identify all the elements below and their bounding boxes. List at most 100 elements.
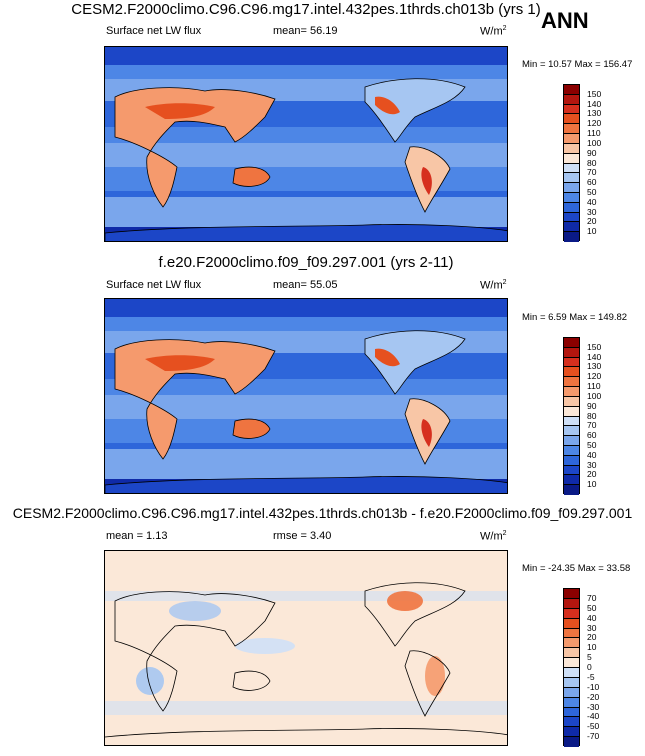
panel-3-colorbar-box [564, 628, 579, 639]
panel-1-colorbar-tick: 90 [587, 147, 597, 158]
panel-3-colorbar-tick: 5 [587, 652, 592, 663]
panel-3-colorbar-box [564, 717, 579, 728]
panel-3-colorbar-tick: -70 [587, 731, 600, 742]
panel-2-colorbar-box [564, 406, 579, 417]
panel-3-mean-label: mean = 1.13 [106, 530, 168, 542]
panel-2-colorbar-tick: 30 [587, 459, 597, 470]
panel-1-colorbar-tick: 70 [587, 167, 597, 178]
panel-2-colorbar-tick: 110 [587, 381, 601, 392]
panel-3-colorbar-tick: 50 [587, 602, 597, 613]
panel-2-colorbar-tick: 140 [587, 351, 602, 362]
panel-3-units: W/m2 [480, 530, 507, 543]
panel-3-colorbar-tick: -5 [587, 671, 595, 682]
panel-3-colorbar-tick: -40 [587, 711, 600, 722]
panel-1-left-label: Surface net LW flux [106, 25, 202, 37]
panel-3-colorbar-box [564, 658, 579, 668]
panel-3-colorbar-box [564, 608, 579, 619]
panel-1-colorbar-box [564, 183, 579, 193]
panel-1-colorbar-box [564, 192, 579, 203]
panel-3-colorbar-box [564, 697, 579, 708]
panel-1-colorbar-box [564, 124, 579, 135]
panel-3-colorbar-box [564, 707, 579, 718]
panel-3-colorbar-box [564, 598, 579, 609]
panel-2-colorbar-box [564, 455, 579, 466]
panel-2-colorbar-box [564, 387, 579, 397]
panel-1-colorbar-tick: 140 [587, 98, 602, 109]
panel-1-colorbar-box [564, 202, 579, 213]
panel-2-colorbar-tick: 10 [587, 479, 597, 490]
panel-1-units: W/m2 [480, 25, 507, 38]
panel-1-map-svg [105, 47, 507, 241]
panel-1-colorbar-tick: 30 [587, 206, 597, 217]
panel-2-colorbar-tick: 100 [587, 390, 602, 401]
panel-2-map [104, 298, 508, 494]
panel-1-colorbar [563, 84, 580, 242]
panel-1-colorbar-tick: 20 [587, 216, 597, 227]
panel-2-colorbar-box [564, 445, 579, 456]
panel-1-colorbar-tick: 150 [587, 88, 602, 99]
panel-1-colorbar-box [564, 222, 579, 233]
panel-3-colorbar [563, 588, 580, 747]
panel-3-colorbar-tick: 20 [587, 632, 597, 643]
panel-2-minmax: Min = 6.59 Max = 149.82 [522, 312, 628, 323]
panel-3-colorbar-box [564, 687, 579, 698]
panel-2-colorbar-box [564, 436, 579, 446]
panel-1-colorbar-box [564, 134, 579, 144]
panel-2-colorbar-box [564, 357, 579, 368]
panel-3-colorbar-box [564, 737, 579, 747]
panel-3-colorbar-tick: 30 [587, 622, 597, 633]
panel-2-colorbar-box [564, 338, 579, 348]
panel-1-colorbar-box [564, 163, 579, 174]
panel-3-colorbar-tick: 10 [587, 642, 597, 653]
panel-2-colorbar-tick: 150 [587, 341, 602, 352]
panel-2-colorbar-tick: 80 [587, 410, 597, 421]
panel-2-colorbar-box [564, 377, 579, 388]
panel-3-colorbar-box [564, 589, 579, 599]
panel-1-colorbar-box [564, 94, 579, 105]
panel-2-map-svg [105, 299, 507, 493]
panel-3-map-svg [105, 551, 507, 745]
panel-1-colorbar-tick: 80 [587, 157, 597, 168]
panel-3-colorbar-tick: -50 [587, 721, 600, 732]
panel-1-colorbar-box [564, 85, 579, 95]
panel-1-colorbar-box [564, 153, 579, 164]
panel-1-colorbar-tick: 10 [587, 226, 597, 237]
panel-1-colorbar-tick: 120 [587, 118, 602, 129]
panel-1-colorbar-box [564, 114, 579, 125]
panel-3-colorbar-tick: -20 [587, 691, 600, 702]
panel-1-colorbar-box [564, 232, 579, 242]
panel-3-minmax: Min = -24.35 Max = 33.58 [522, 563, 631, 574]
panel-2-colorbar-tick: 120 [587, 371, 602, 382]
panel-2-left-label: Surface net LW flux [106, 279, 202, 291]
panel-2-colorbar-box [564, 475, 579, 486]
panel-1-colorbar-box [564, 212, 579, 223]
panel-3-colorbar-tick: -10 [587, 681, 600, 692]
panel-3-colorbar-tick: -30 [587, 701, 600, 712]
panel-1-minmax: Min = 10.57 Max = 156.47 [522, 59, 633, 70]
panel-2-units: W/m2 [480, 279, 507, 292]
panel-3-colorbar-tick: 40 [587, 612, 597, 623]
panel-1-colorbar-tick: 50 [587, 186, 597, 197]
panel-2-colorbar-box [564, 396, 579, 407]
panel-1-title: CESM2.F2000climo.C96.C96.mg17.intel.432p… [71, 1, 541, 18]
panel-2-colorbar-tick: 70 [587, 420, 597, 431]
panel-2-colorbar-tick: 60 [587, 430, 597, 441]
panel-3-map [104, 550, 508, 746]
panel-2-colorbar-box [564, 347, 579, 358]
panel-2-colorbar-box [564, 426, 579, 437]
panel-1-colorbar-tick: 40 [587, 196, 597, 207]
panel-2-title: f.e20.F2000climo.f09_f09.297.001 (yrs 2-… [158, 254, 454, 271]
panel-1-mean-label: mean= 56.19 [273, 25, 338, 37]
panel-1-map [104, 46, 508, 242]
panel-3-colorbar-tick: 0 [587, 662, 592, 672]
panel-3-colorbar-tick: 70 [587, 592, 597, 603]
panel-3-colorbar-box [564, 677, 579, 688]
panel-2-colorbar-box [564, 367, 579, 378]
panel-2-colorbar [563, 337, 580, 495]
panel-1-colorbar-tick: 110 [587, 128, 601, 139]
panel-1-colorbar-tick: 100 [587, 137, 602, 148]
panel-3-colorbar-box [564, 618, 579, 629]
panel-1-colorbar-tick: 130 [587, 108, 602, 119]
panel-2-colorbar-tick: 20 [587, 469, 597, 480]
panel-2-colorbar-box [564, 416, 579, 427]
